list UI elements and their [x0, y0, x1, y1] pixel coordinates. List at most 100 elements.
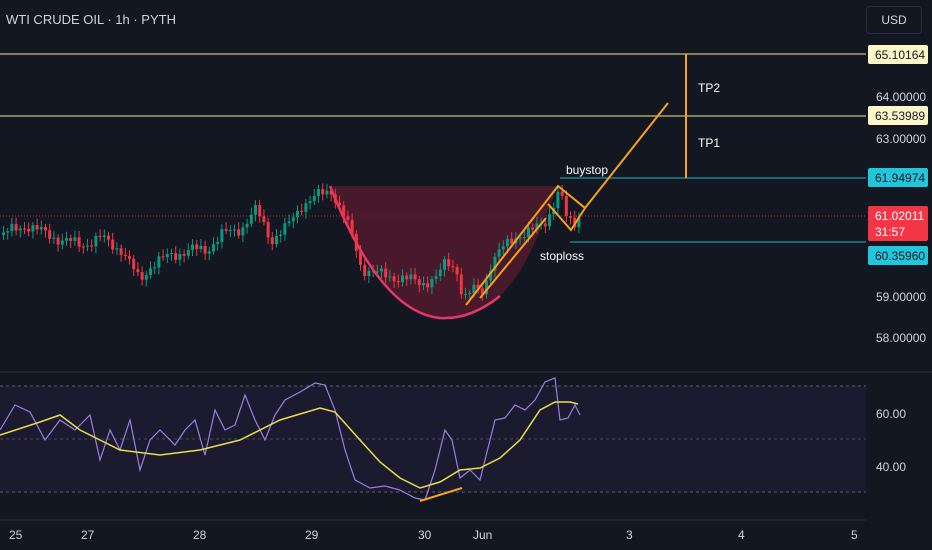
candle-body — [388, 276, 392, 278]
candle-body — [401, 275, 404, 283]
candle-body — [27, 228, 31, 232]
time-label-29: 29 — [305, 528, 319, 542]
rsi-moving-average[interactable] — [0, 401, 579, 489]
candle-body — [107, 235, 110, 240]
candle-body — [69, 238, 73, 241]
candle-body — [346, 216, 350, 220]
candle-body — [531, 227, 535, 230]
candle-body — [371, 270, 375, 272]
candle-body — [132, 258, 136, 270]
candle-body — [430, 278, 434, 288]
time-label-5: 5 — [851, 528, 858, 542]
candle-body — [304, 203, 308, 212]
candle-body — [455, 267, 459, 275]
candle-body — [6, 231, 10, 233]
candle-body — [560, 191, 564, 196]
currency-button[interactable]: USD — [866, 6, 922, 34]
candle-body — [212, 244, 215, 252]
cup-fill[interactable] — [330, 186, 558, 319]
candle-body — [359, 250, 362, 265]
tp2-label: TP2 — [698, 81, 720, 95]
candle-body — [459, 274, 463, 295]
candle-body — [451, 266, 455, 268]
candle-body — [245, 223, 249, 228]
candle-body — [476, 284, 480, 289]
candle-body — [203, 245, 207, 254]
candle-body — [472, 284, 476, 293]
candle-body — [363, 264, 367, 277]
rsi-divergence-line[interactable] — [419, 487, 463, 502]
candle-body — [296, 210, 299, 218]
candle-body — [111, 239, 115, 250]
candle-body — [501, 246, 505, 250]
candle-body — [77, 237, 81, 247]
candle-body — [224, 229, 228, 231]
svg-text:65.10164: 65.10164 — [875, 48, 925, 62]
candle-body — [94, 235, 98, 247]
candle-body — [434, 276, 438, 279]
candle-body — [283, 223, 287, 235]
candle-body — [569, 215, 572, 218]
candle-body — [60, 240, 64, 245]
candle-body — [535, 223, 539, 230]
candle-body — [279, 234, 283, 236]
candle-body — [178, 254, 182, 260]
candle-body — [73, 237, 77, 241]
candle-body — [258, 205, 262, 217]
candle-body — [254, 205, 257, 215]
candle-body — [174, 253, 178, 260]
candle-body — [262, 216, 266, 223]
candle-body — [207, 251, 211, 254]
candle-body — [161, 256, 165, 258]
candle-body — [333, 194, 337, 203]
candle-body — [291, 217, 295, 222]
candle-body — [497, 249, 501, 257]
candle-body — [342, 205, 346, 217]
svg-text:61.02011: 61.02011 — [875, 209, 924, 223]
candle-body — [409, 274, 413, 280]
candle-body — [136, 269, 140, 273]
candle-body — [23, 228, 26, 230]
candle-body — [275, 235, 278, 245]
candle-body — [556, 191, 560, 209]
projection-line[interactable] — [584, 102, 669, 209]
symbol-title[interactable]: WTI CRUDE OIL · 1h · PYTH — [6, 12, 176, 27]
candle-body — [510, 238, 514, 244]
buystop-label: buystop — [566, 163, 608, 177]
candle-body — [426, 283, 430, 288]
candle-body — [18, 228, 22, 231]
candle-body — [522, 236, 526, 238]
channel-line[interactable] — [479, 217, 547, 299]
candle-body — [52, 237, 56, 239]
candle-body — [44, 227, 47, 231]
time-label-27: 27 — [81, 528, 95, 542]
candle-body — [39, 227, 43, 230]
time-label-jun: Jun — [473, 528, 492, 542]
tp2-price-badge: 65.10164 — [868, 45, 928, 64]
candle-body — [422, 283, 425, 286]
candle-body — [564, 195, 568, 216]
candle-body — [506, 238, 509, 247]
price-tick-63: 63.00000 — [876, 132, 926, 146]
candle-body — [329, 190, 333, 195]
candle-body — [81, 246, 85, 248]
candle-body — [489, 270, 493, 281]
candle-body — [338, 202, 341, 206]
candle-body — [102, 235, 106, 238]
candle-body — [56, 237, 60, 245]
candle-body — [48, 230, 52, 239]
candle-body — [527, 227, 530, 237]
candle-body — [375, 271, 379, 273]
candle-body — [123, 254, 127, 257]
price-tick-58: 58.00000 — [876, 331, 926, 345]
buystop-price-badge: 61.94974 — [868, 168, 928, 187]
candle-body — [438, 269, 442, 277]
candle-body — [367, 270, 371, 277]
candle-body — [405, 275, 409, 280]
candle-body — [518, 237, 522, 239]
candle-body — [90, 245, 94, 247]
candle-body — [195, 244, 199, 250]
candles[interactable] — [2, 183, 581, 302]
candle-body — [170, 253, 173, 255]
